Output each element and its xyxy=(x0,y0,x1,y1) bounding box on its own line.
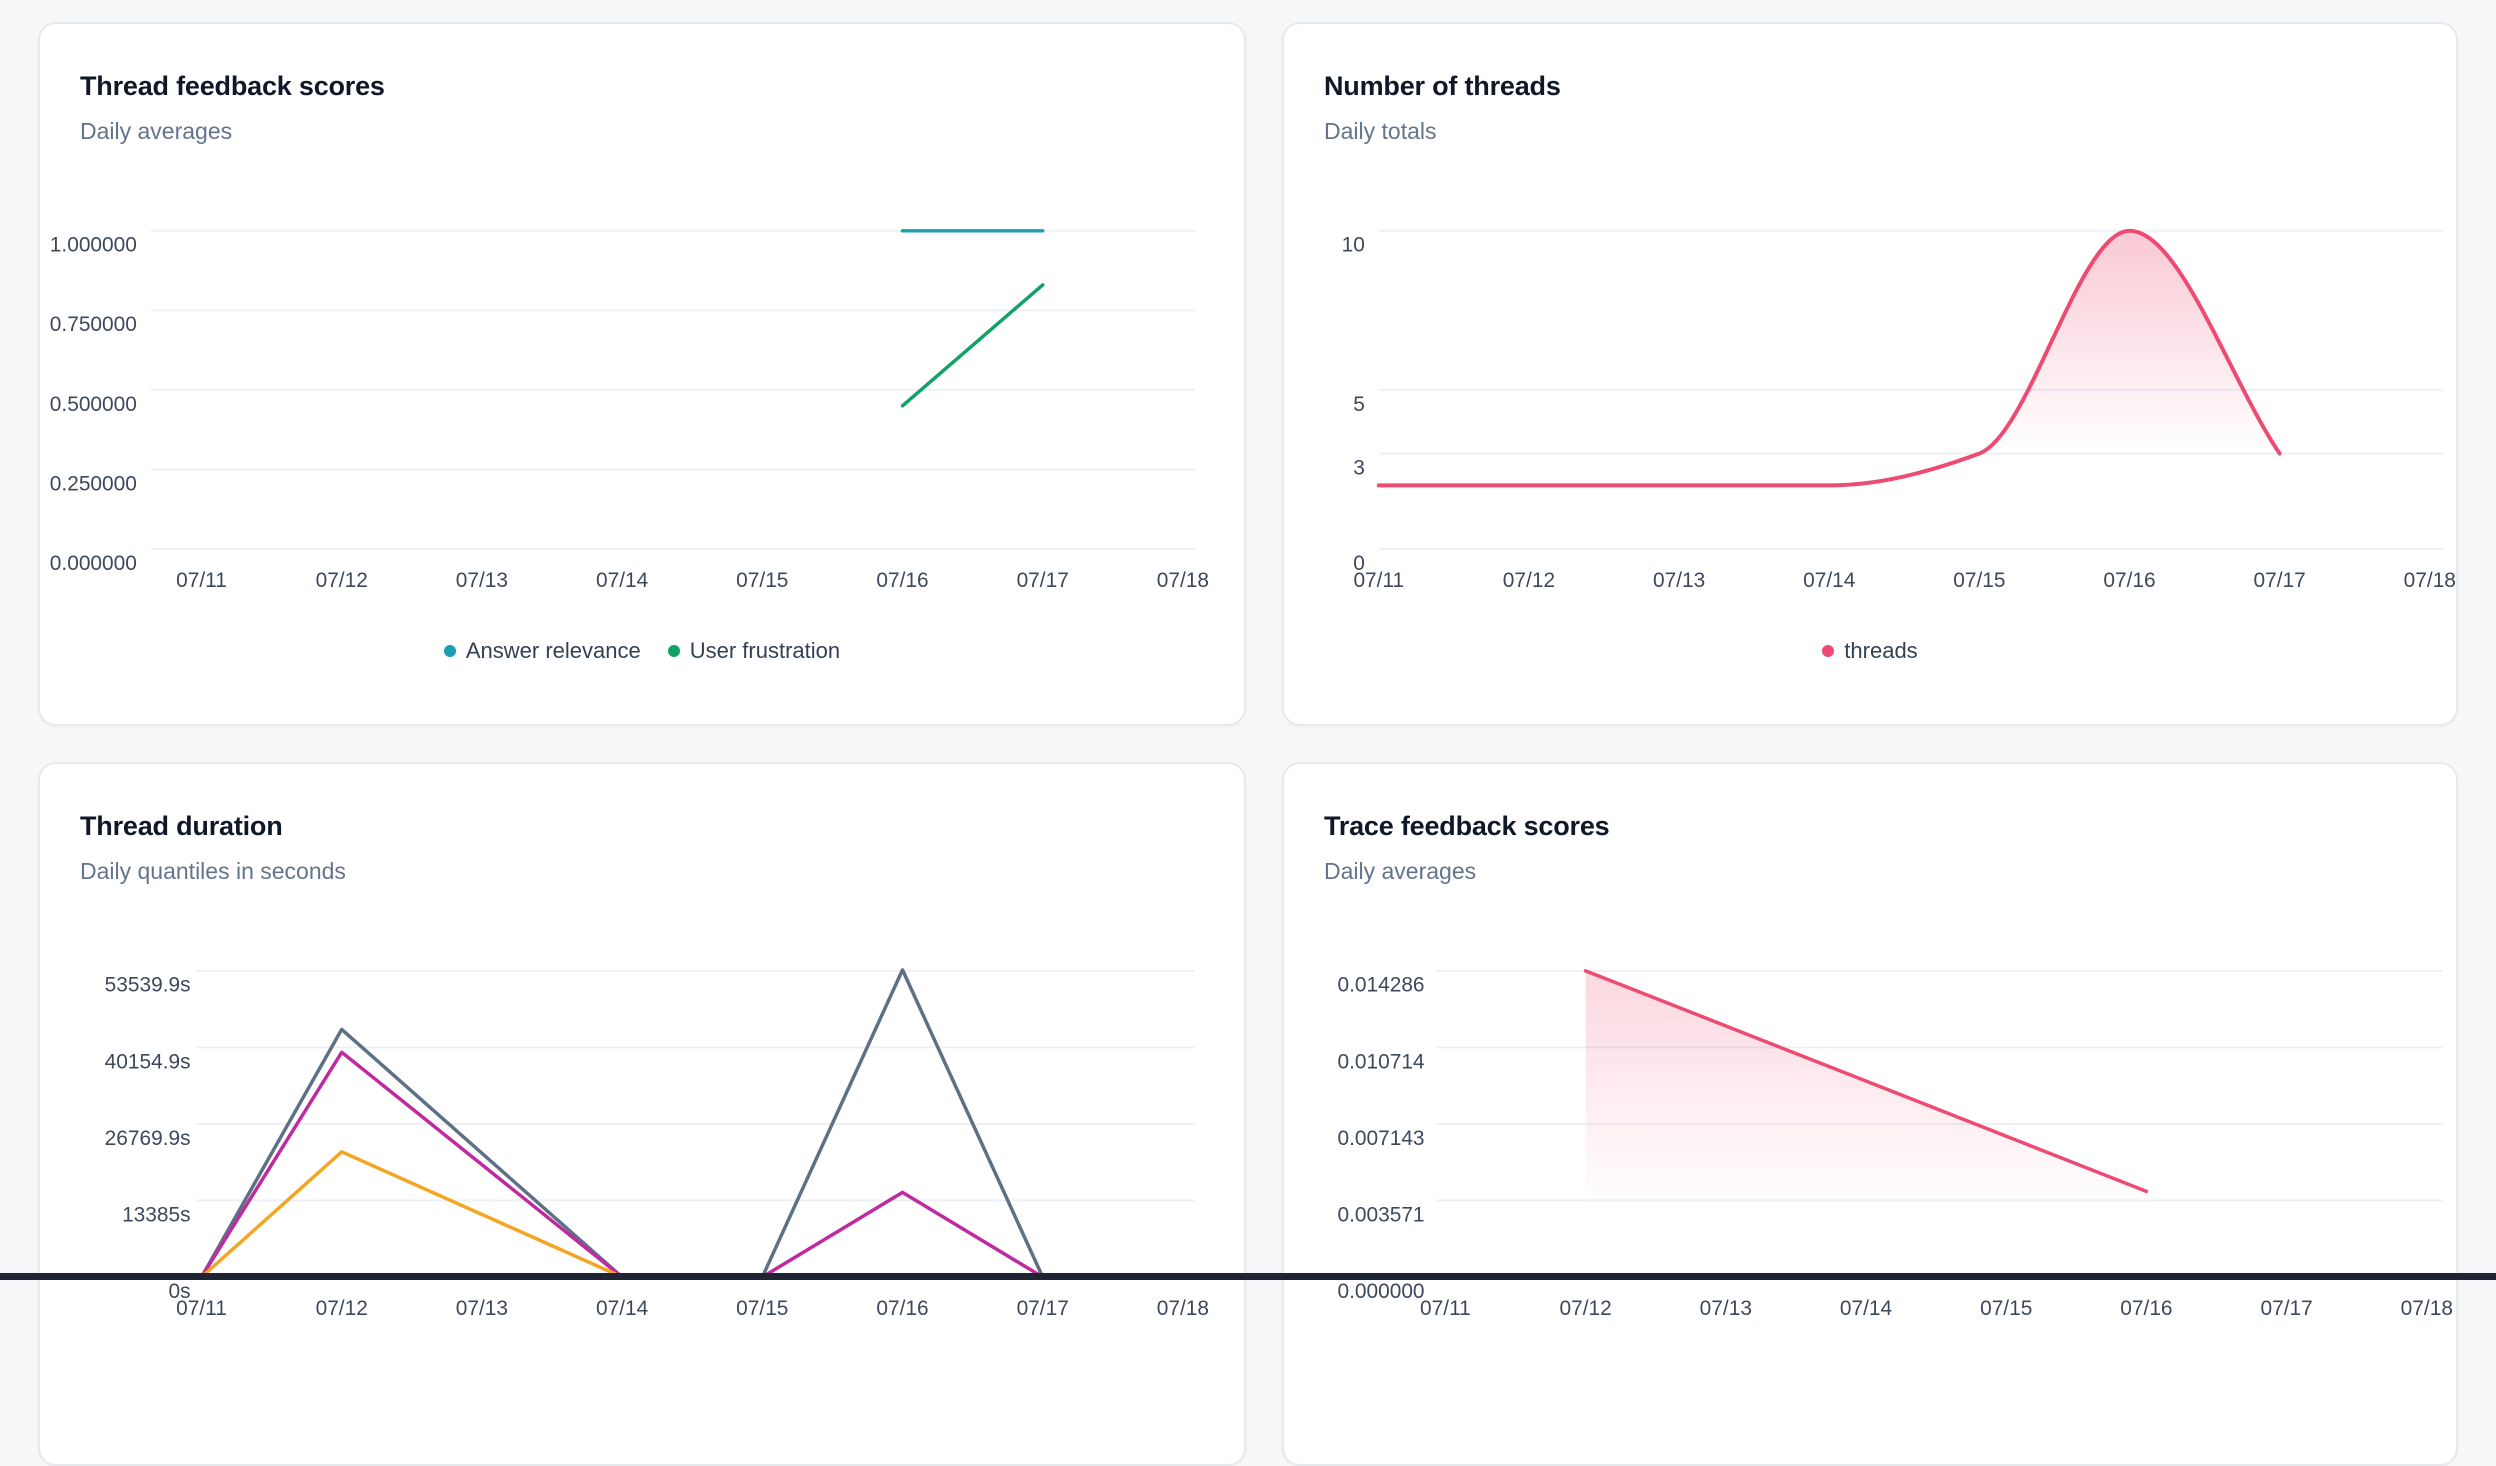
legend-dot-icon xyxy=(443,645,456,657)
x-axis-label: 07/17 xyxy=(2254,569,2306,592)
y-axis-label: 40154.9s xyxy=(105,1050,191,1073)
legend-dot-icon xyxy=(1822,645,1835,657)
y-axis-label: 3 xyxy=(1353,456,1365,479)
x-axis-label: 07/13 xyxy=(456,1297,508,1320)
legend: Answer relevance User frustration xyxy=(40,638,1244,664)
x-axis-label: 07/11 xyxy=(1420,1297,1471,1320)
x-axis-label: 07/18 xyxy=(1157,569,1209,592)
card-title: Number of threads xyxy=(1324,71,1561,101)
series-line-User-frustration xyxy=(900,283,1045,408)
x-axis-label: 07/13 xyxy=(1653,569,1705,592)
x-axis-label: 07/14 xyxy=(1803,569,1855,592)
legend-item: threads xyxy=(1822,638,1918,664)
y-axis-label: 0 xyxy=(1353,552,1365,575)
card-title: Thread feedback scores xyxy=(80,71,385,101)
y-axis-label: 13385s xyxy=(122,1203,190,1226)
x-axis-label: 07/12 xyxy=(1503,569,1555,592)
x-axis-label: 07/17 xyxy=(1017,569,1069,592)
card-number-of-threads: Number of threads Daily totals 10 5 3 0 07/1… xyxy=(1282,22,2458,726)
card-subtitle: Daily averages xyxy=(80,118,233,144)
y-axis-label: 0.750000 xyxy=(50,313,137,336)
dashboard: { "page": { "background": "#f6f7f9", "ca… xyxy=(0,22,2496,1466)
x-axis-label: 07/14 xyxy=(596,569,648,592)
x-axis-label: 07/13 xyxy=(1700,1297,1752,1320)
number-of-threads-chart[interactable]: 10 5 3 007/11 07/12 07/13 07/14 07/15 07/16 07/17… xyxy=(1284,24,2456,724)
card-subtitle: Daily averages xyxy=(1324,858,1477,884)
x-axis-label: 07/12 xyxy=(316,1297,368,1320)
x-axis-label: 07/14 xyxy=(596,1297,648,1320)
series-line-threads xyxy=(1376,228,2282,488)
y-axis-label: 0.007143 xyxy=(1337,1127,1424,1150)
series-area xyxy=(1585,970,2147,1278)
x-axis-label: 07/15 xyxy=(1980,1297,2032,1320)
card-title: Trace feedback scores xyxy=(1324,811,1610,841)
legend-dot-icon xyxy=(667,645,680,657)
y-axis-label: 0.500000 xyxy=(50,393,137,416)
x-axis-label: 07/14 xyxy=(1840,1297,1892,1320)
x-axis-label: 07/18 xyxy=(2401,1297,2453,1320)
x-axis-label: 07/15 xyxy=(736,1297,788,1320)
x-axis-label: 07/18 xyxy=(2404,569,2456,592)
x-axis-label: 07/18 xyxy=(1157,1297,1209,1320)
legend-label: threads xyxy=(1844,638,1918,663)
y-axis-label: 10 xyxy=(1342,234,1365,257)
card-trace-feedback-scores: Trace feedback scores Daily averages 0.0… xyxy=(1282,762,2458,1466)
x-axis-label: 07/16 xyxy=(876,1297,928,1320)
x-axis-label: 07/13 xyxy=(456,569,508,592)
card-thread-duration: Thread duration Daily quantiles in secon… xyxy=(38,762,1246,1466)
y-axis-label: 26769.9s xyxy=(105,1127,191,1150)
y-axis-label: 1.000000 xyxy=(50,234,137,257)
legend: threads xyxy=(1284,638,2456,664)
y-axis-label: 0.003571 xyxy=(1337,1203,1424,1226)
x-axis-label: 07/15 xyxy=(736,569,788,592)
x-axis-label: 07/11 xyxy=(176,569,227,592)
bottom-bar xyxy=(0,1273,2496,1280)
card-title: Thread duration xyxy=(80,811,283,841)
x-axis-label: 07/16 xyxy=(2120,1297,2172,1320)
y-axis-label: 0.250000 xyxy=(50,472,137,495)
x-axis-label: 07/17 xyxy=(2260,1297,2312,1320)
series-line-quantile-amber- xyxy=(199,1150,624,1279)
x-axis-label: 07/16 xyxy=(2103,569,2155,592)
legend-item: User frustration xyxy=(667,638,841,664)
x-axis-label: 07/17 xyxy=(1017,1297,1069,1320)
y-axis-label: 0.010714 xyxy=(1337,1050,1424,1073)
x-axis-label: 07/12 xyxy=(1560,1297,1612,1320)
x-axis-label: 07/15 xyxy=(1953,569,2005,592)
x-axis-label: 07/11 xyxy=(176,1297,227,1320)
x-axis-label: 07/11 xyxy=(1353,569,1404,592)
card-subtitle: Daily quantiles in seconds xyxy=(80,858,346,884)
series-area xyxy=(1378,230,2280,549)
x-axis-label: 07/12 xyxy=(316,569,368,592)
x-axis-label: 07/16 xyxy=(876,569,928,592)
legend-label: Answer relevance xyxy=(465,638,641,663)
series-line-trace-feedback xyxy=(1583,969,2149,1194)
card-thread-feedback-scores: Thread feedback scores Daily averages 1.… xyxy=(38,22,1246,726)
legend-label: User frustration xyxy=(689,638,841,663)
y-axis-label: 0.000000 xyxy=(1337,1280,1424,1303)
y-axis-label: 0.014286 xyxy=(1337,974,1424,997)
y-axis-label: 5 xyxy=(1353,393,1365,416)
card-subtitle: Daily totals xyxy=(1324,118,1437,144)
y-axis-label: 0.000000 xyxy=(50,552,137,575)
y-axis-label: 53539.9s xyxy=(105,974,191,997)
legend-item: Answer relevance xyxy=(443,638,641,664)
thread-feedback-scores-chart[interactable]: 1.000000 0.750000 0.500000 0.250000 0.000000… xyxy=(40,24,1244,724)
